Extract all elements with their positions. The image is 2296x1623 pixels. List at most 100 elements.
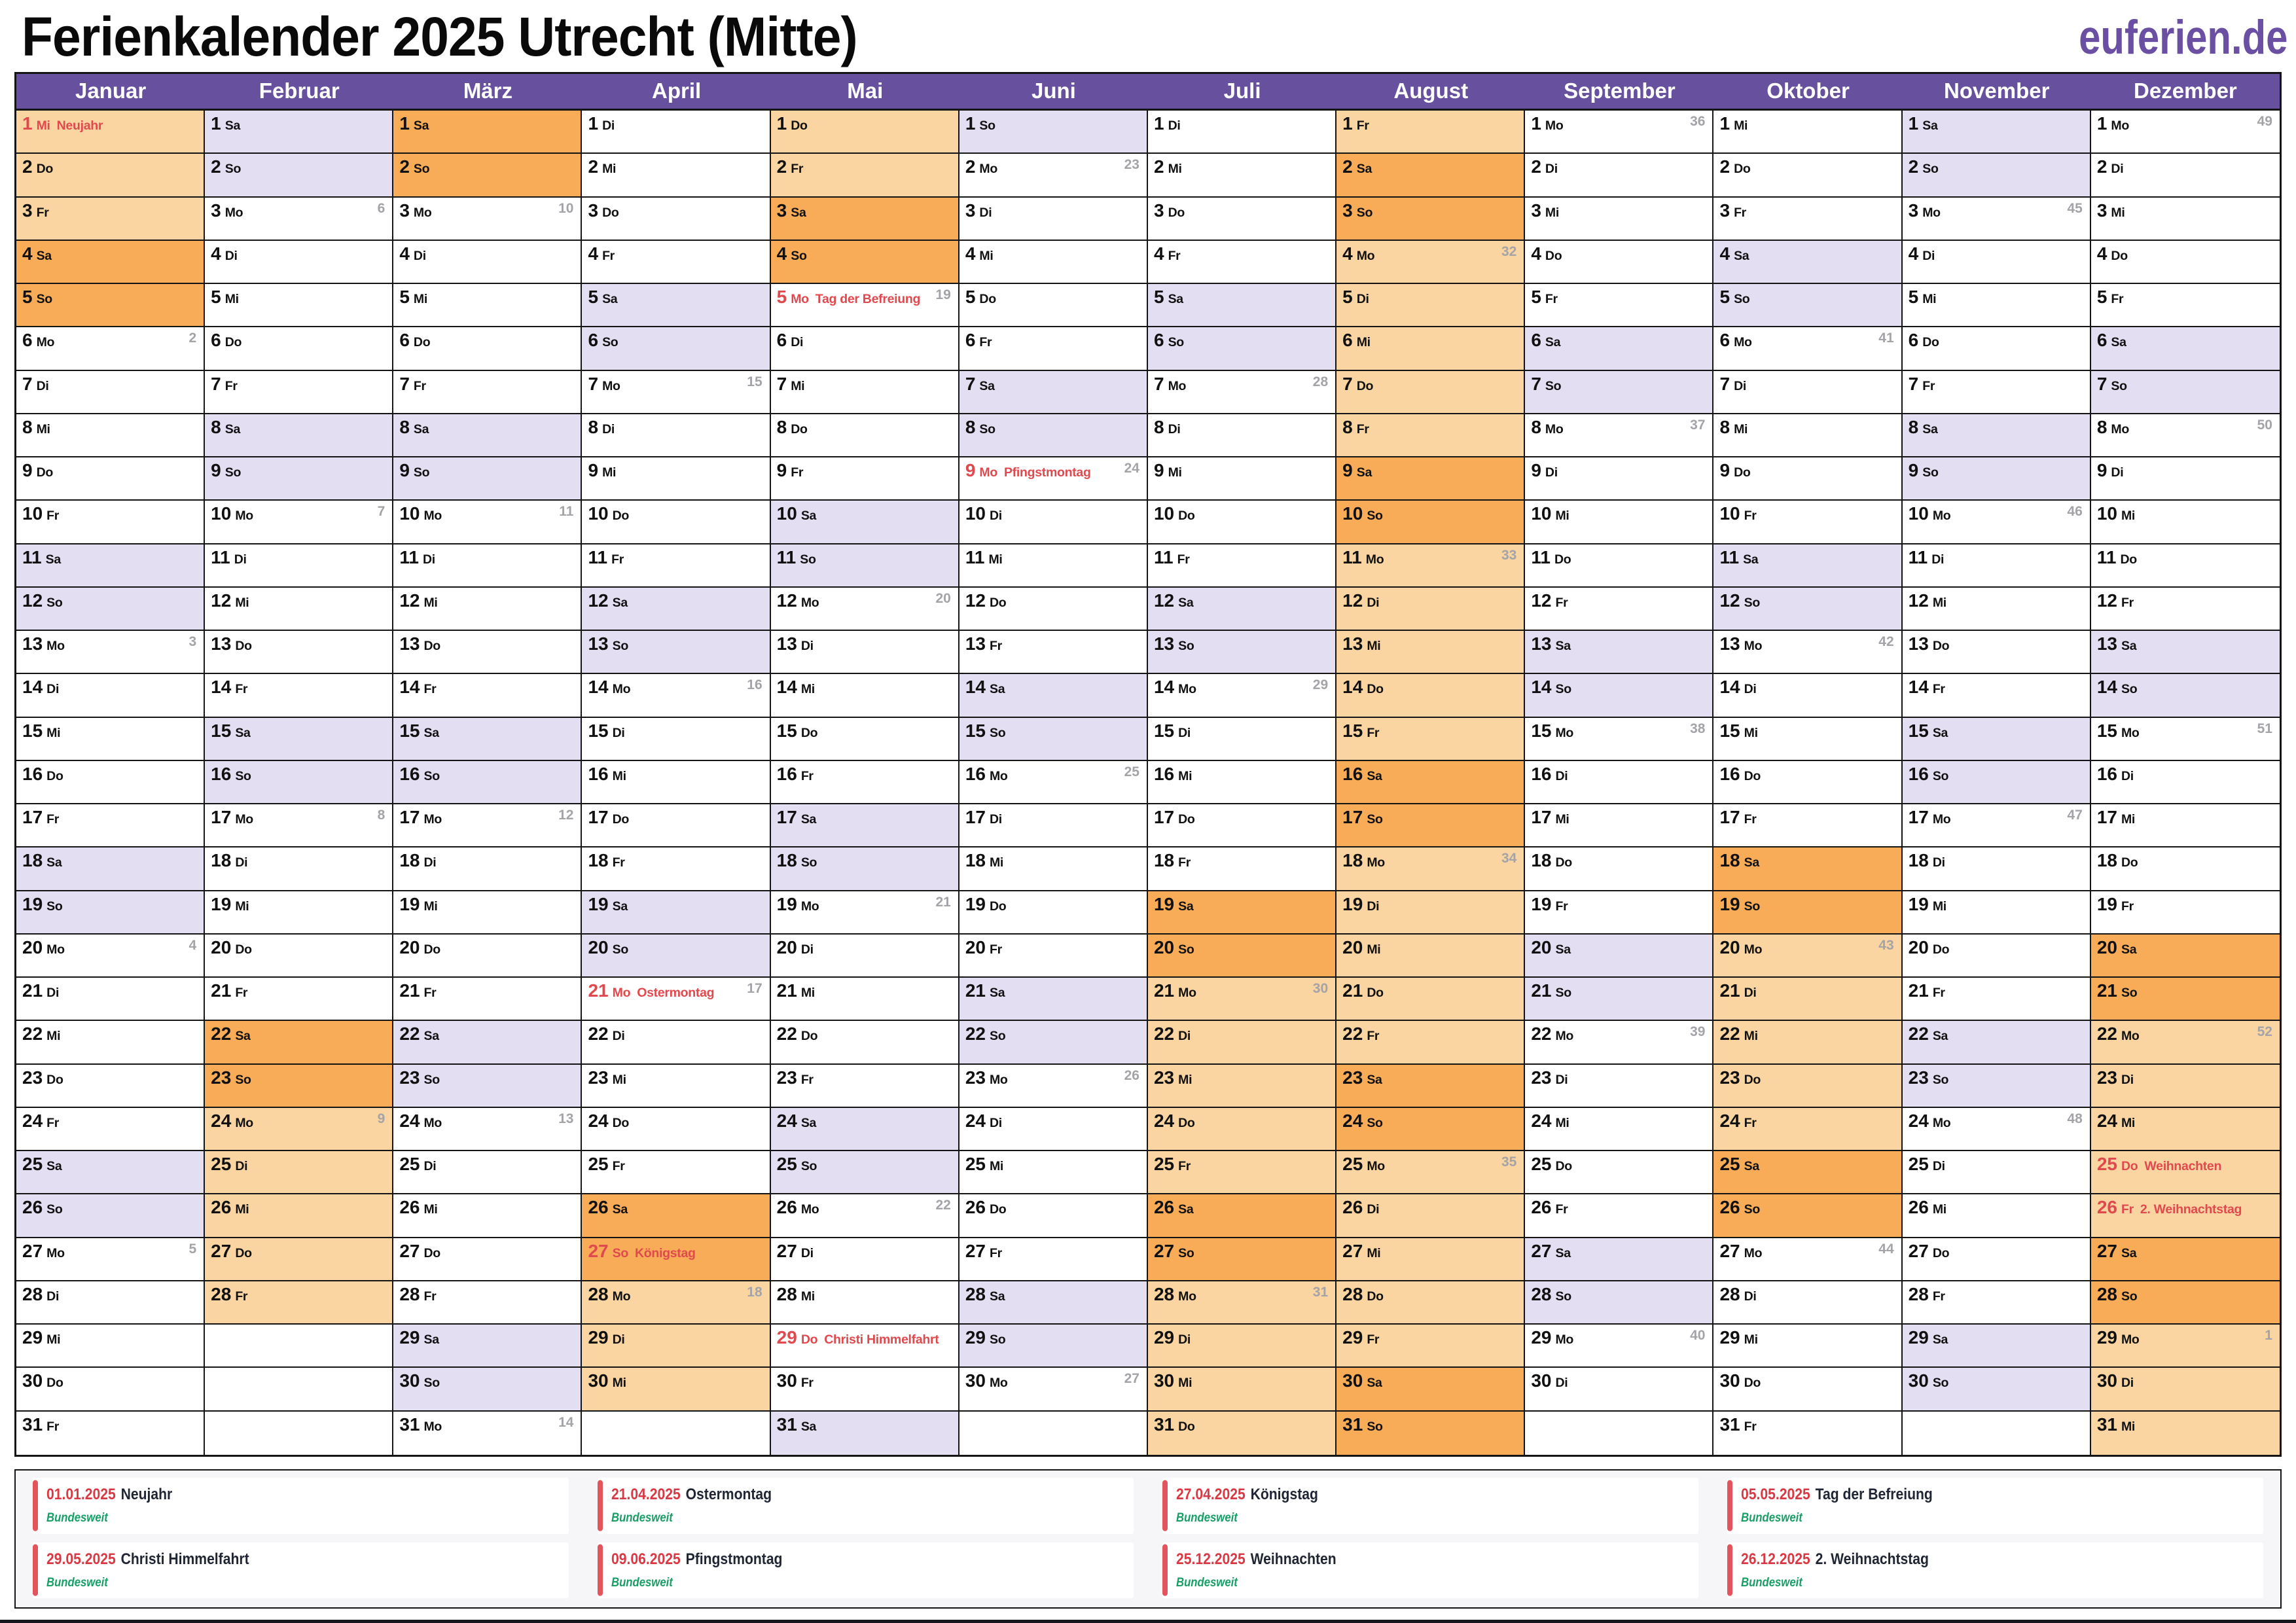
weekday-label: Do <box>413 335 431 350</box>
day-number: 2 <box>1342 156 1353 177</box>
day-number: 16 <box>399 763 420 784</box>
weekday-label: Di <box>235 855 248 870</box>
week-number: 31 <box>1312 1284 1329 1300</box>
month-column-august: 1 Fr 2 Sa 3 So 4 Mo 32 5 Di 6 Mi 7 Do 8 Fr 9 Sa 10 So 11 Mo 33 1… <box>1336 111 1526 1455</box>
day-cell-oktober-8: 8 Mi <box>1713 414 1901 458</box>
weekday-label: Di <box>423 855 437 870</box>
week-number: 15 <box>747 374 762 389</box>
weekday-label: So <box>1555 682 1571 697</box>
legend-holiday-name: Christi Himmelfahrt <box>120 1550 249 1568</box>
day-number: 29 <box>588 1327 609 1348</box>
day-cell-juli-6: 6 So <box>1147 327 1336 371</box>
day-cell-april-1: 1 Di <box>582 111 770 154</box>
day-number: 30 <box>1342 1370 1363 1391</box>
day-number: 20 <box>776 936 797 957</box>
day-number: 17 <box>22 807 43 828</box>
weekday-label: Do <box>423 942 440 957</box>
weekday-label: Mo <box>602 378 620 393</box>
day-cell-april-27: 27 So Königstag <box>582 1238 770 1281</box>
day-number: 6 <box>588 330 599 351</box>
day-cell-januar-19: 19 So <box>16 891 204 935</box>
day-number: 1 <box>965 113 976 134</box>
day-cell-oktober-29: 29 Mi <box>1713 1325 1901 1368</box>
weekday-label: Do <box>791 421 808 437</box>
day-number: 26 <box>965 1197 986 1218</box>
day-number: 19 <box>2096 893 2117 914</box>
weekday-label: Mi <box>1545 205 1559 220</box>
day-cell-april-5: 5 Sa <box>582 284 770 328</box>
day-number: 20 <box>1153 936 1175 957</box>
day-number: 14 <box>1531 677 1552 698</box>
day-cell-mai-7: 7 Mi <box>770 371 958 414</box>
day-cell-maerz-25: 25 Di <box>393 1151 581 1195</box>
day-number: 15 <box>2096 720 2117 741</box>
day-cell-maerz-8: 8 Sa <box>393 414 581 458</box>
weekday-label: Mi <box>1932 899 1946 914</box>
day-number: 21 <box>1342 980 1363 1001</box>
day-number: 31 <box>1153 1414 1175 1435</box>
day-cell-maerz-7: 7 Fr <box>393 371 581 414</box>
day-cell-dezember-7: 7 So <box>2090 370 2280 414</box>
weekday-label: Mo <box>989 768 1008 783</box>
day-number: 8 <box>1153 416 1164 437</box>
day-cell-juli-21: 21 Mo 30 <box>1147 978 1336 1022</box>
weekday-label: Mo <box>46 1245 65 1260</box>
weekday-label: Mo <box>2121 725 2140 740</box>
day-cell-juli-30: 30 Mi <box>1147 1368 1336 1412</box>
weekday-label: Do <box>1178 1115 1195 1130</box>
day-number: 3 <box>399 200 410 221</box>
weekday-label: Di <box>1555 1072 1568 1087</box>
day-cell-juli-22: 22 Di <box>1147 1021 1336 1065</box>
day-cell-oktober-9: 9 Do <box>1713 457 1901 501</box>
weekday-label: Fr <box>235 1289 248 1304</box>
day-cell-september-24: 24 Mi <box>1525 1108 1713 1152</box>
day-number: 25 <box>211 1154 232 1175</box>
weekday-label: Mo <box>612 1289 631 1304</box>
day-number: 19 <box>399 893 420 914</box>
legend-red-bar <box>598 1480 603 1532</box>
day-number: 26 <box>399 1197 420 1218</box>
day-number: 20 <box>1719 936 1740 957</box>
day-number: 18 <box>399 850 420 871</box>
day-cell-oktober-7: 7 Di <box>1713 371 1901 414</box>
day-cell-februar-17: 17 Mo 8 <box>205 804 393 848</box>
day-number: 17 <box>399 807 420 828</box>
weekday-label: Mi <box>36 421 50 437</box>
day-cell-august-21: 21 Do <box>1336 978 1524 1022</box>
day-number: 28 <box>588 1283 609 1304</box>
weekday-label: Fr <box>800 768 814 783</box>
day-cell-august-25: 25 Mo 35 <box>1336 1151 1524 1195</box>
day-number: 7 <box>588 373 599 394</box>
empty-cell-april-31 <box>582 1412 769 1455</box>
weekday-label: Mi <box>1367 1245 1381 1260</box>
day-cell-november-27: 27 Do <box>1902 1238 2090 1281</box>
day-number: 15 <box>22 720 43 741</box>
day-number: 29 <box>1342 1327 1363 1348</box>
week-number: 44 <box>1878 1241 1894 1257</box>
day-cell-oktober-2: 2 Do <box>1713 154 1901 198</box>
day-number: 10 <box>2096 503 2117 524</box>
day-cell-juni-20: 20 Fr <box>959 935 1147 978</box>
day-number: 5 <box>211 287 221 308</box>
day-cell-september-14: 14 So <box>1525 674 1713 718</box>
day-cell-februar-23: 23 So <box>205 1064 393 1108</box>
day-number: 6 <box>776 330 787 351</box>
day-cell-april-19: 19 Sa <box>582 891 770 935</box>
day-cell-januar-25: 25 Sa <box>16 1151 204 1195</box>
week-number: 41 <box>1878 330 1894 346</box>
weekday-label: Do <box>46 1072 63 1087</box>
day-cell-februar-10: 10 Mo 7 <box>205 501 393 544</box>
weekday-label: So <box>36 292 53 307</box>
day-number: 28 <box>776 1283 797 1304</box>
legend-item-christi-himmelfahrt: 29.05.2025 Christi Himmelfahrt Bundesweit <box>33 1542 569 1598</box>
legend-red-bar <box>1162 1544 1168 1596</box>
day-number: 9 <box>1531 460 1541 481</box>
day-cell-september-5: 5 Fr <box>1525 284 1713 328</box>
weekday-label: Mo <box>1555 725 1574 740</box>
day-number: 3 <box>1908 200 1919 221</box>
day-number: 15 <box>776 720 797 741</box>
day-number: 21 <box>399 980 420 1001</box>
weekday-label: Mi <box>612 1376 626 1391</box>
day-number: 12 <box>776 590 797 611</box>
day-number: 13 <box>1342 633 1363 654</box>
